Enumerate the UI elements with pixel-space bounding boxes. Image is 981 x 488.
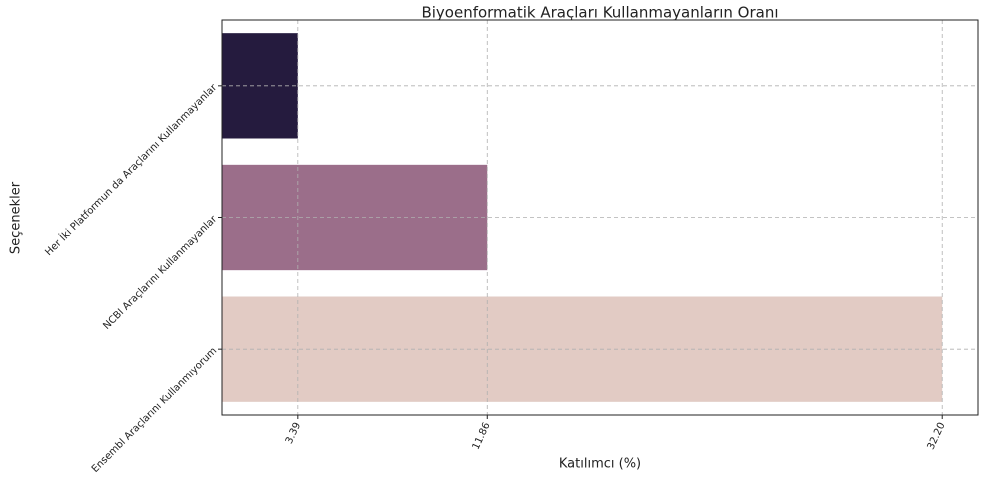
x-axis-label: Katılımcı (%) xyxy=(559,457,641,472)
chart-title: Biyoenformatik Araçları Kullanmayanların… xyxy=(421,4,778,22)
x-tick-label: 32.20 xyxy=(926,421,948,452)
y-tick-label: Ensembl Araçlarını Kullanmıyorum xyxy=(90,346,219,475)
y-axis-label: Seçenekler xyxy=(9,181,24,254)
x-tick-label: 3.39 xyxy=(284,421,303,446)
y-tick-label: NCBI Araçlarını Kullanmayanlar xyxy=(101,213,220,332)
plot-frame xyxy=(221,19,979,416)
x-tick-label: 11.86 xyxy=(471,421,493,452)
